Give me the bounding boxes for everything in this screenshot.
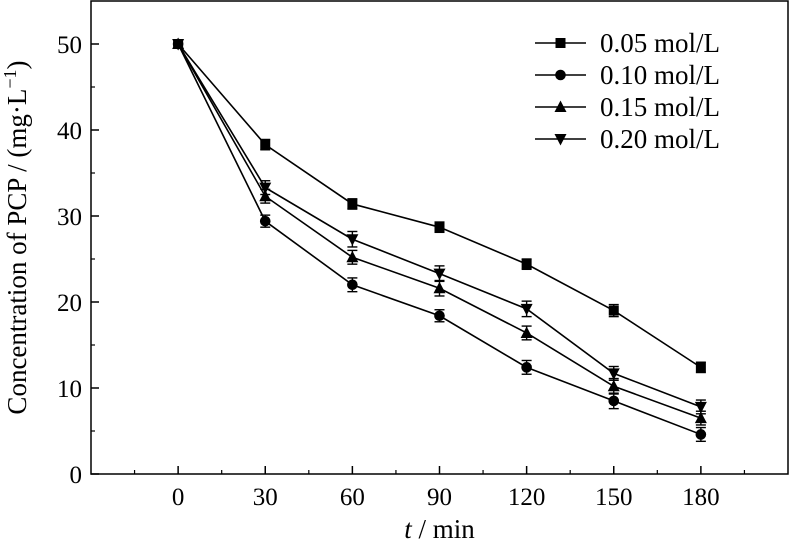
y-tick-label: 50	[57, 32, 82, 59]
legend-label: 0.15 mol/L	[600, 92, 720, 122]
y-tick-label: 40	[57, 118, 82, 145]
legend-label: 0.05 mol/L	[600, 28, 720, 58]
y-tick-label: 30	[57, 204, 82, 231]
data-point	[608, 305, 619, 316]
data-point	[521, 362, 532, 373]
x-tick-label: 150	[595, 484, 633, 511]
data-point	[259, 215, 271, 227]
data-point	[520, 326, 533, 338]
series-4	[172, 39, 707, 415]
x-axis-title-symbol: t	[404, 514, 413, 543]
data-point	[433, 268, 446, 281]
x-axis-title: t / min	[404, 514, 475, 543]
data-point	[434, 310, 445, 322]
x-tick-label: 0	[172, 484, 185, 511]
data-point	[433, 281, 446, 294]
data-point	[259, 182, 272, 195]
y-axis-title: Concentration of PCP / (mg·L−1)	[0, 60, 32, 414]
y-tick-label: 20	[57, 290, 82, 317]
data-point	[695, 429, 707, 440]
data-point	[694, 401, 707, 414]
data-point	[434, 222, 445, 233]
y-tick-label: 0	[70, 462, 83, 489]
axes-ticks: 0 30 60 90 120 150 180 0 10 20 30 40 50	[57, 32, 746, 511]
legend-marker	[554, 100, 567, 112]
data-point	[347, 198, 358, 209]
data-point	[172, 39, 185, 51]
data-point	[346, 234, 359, 246]
legend-marker	[555, 69, 566, 81]
data-point	[347, 279, 358, 291]
series-group	[172, 37, 707, 443]
data-point	[521, 259, 532, 270]
data-point	[694, 411, 707, 424]
legend-item-2: 0.10 mol/L	[535, 60, 720, 90]
data-point	[260, 139, 271, 150]
y-axis-title-superscript: −1	[0, 69, 20, 88]
legend: 0.05 mol/L0.10 mol/L0.15 mol/L0.20 mol/L	[535, 28, 720, 154]
y-axis-title-main: Concentration of PCP / (mg·L	[2, 89, 32, 415]
y-axis-title-close: )	[2, 60, 32, 69]
legend-item-1: 0.05 mol/L	[535, 28, 720, 58]
x-axis-title-unit: / min	[412, 514, 476, 543]
legend-item-4: 0.20 mol/L	[535, 124, 720, 154]
data-point	[607, 379, 620, 392]
legend-item-3: 0.15 mol/L	[535, 92, 720, 122]
x-tick-label: 90	[427, 484, 452, 511]
data-point	[607, 368, 620, 380]
data-point	[346, 250, 359, 263]
data-point	[259, 189, 272, 202]
legend-label: 0.20 mol/L	[600, 124, 720, 154]
x-tick-label: 30	[253, 484, 278, 511]
x-tick-label: 180	[682, 484, 720, 511]
data-point	[520, 303, 533, 316]
data-point	[608, 395, 620, 407]
x-tick-label: 60	[340, 484, 365, 511]
legend-label: 0.10 mol/L	[600, 60, 720, 90]
x-tick-label: 120	[508, 484, 546, 511]
y-tick-label: 10	[57, 376, 82, 403]
data-point	[695, 362, 706, 373]
legend-marker	[555, 38, 566, 48]
legend-marker	[554, 134, 567, 146]
